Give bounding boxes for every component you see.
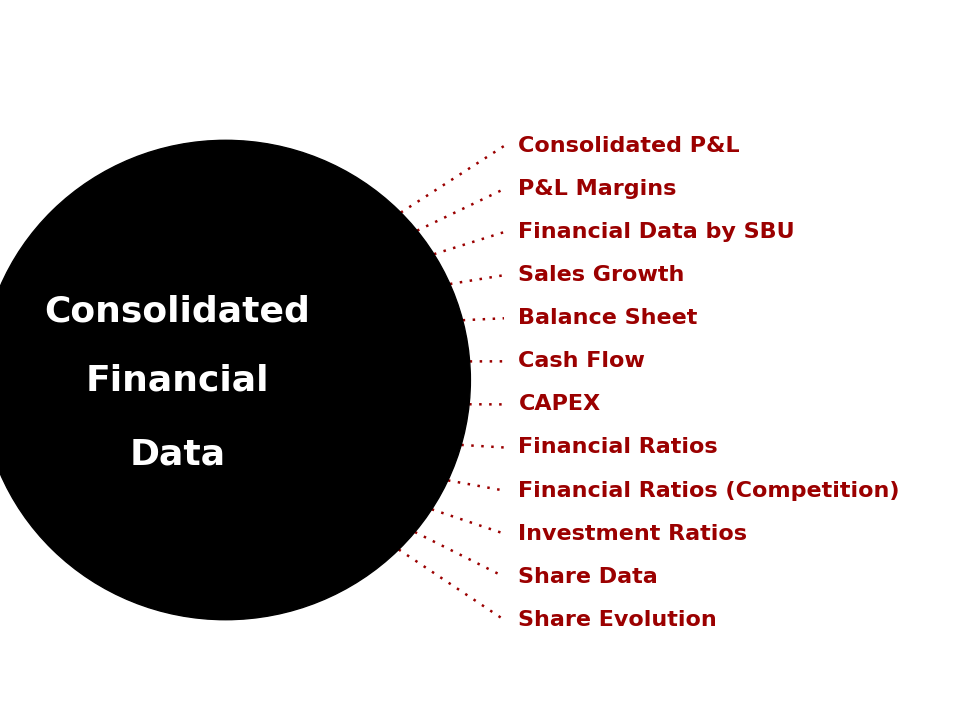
Ellipse shape bbox=[0, 141, 470, 619]
Text: Financial Ratios (Competition): Financial Ratios (Competition) bbox=[518, 480, 900, 500]
Text: Sales Growth: Sales Growth bbox=[518, 265, 684, 285]
Text: Financial Data by SBU: Financial Data by SBU bbox=[518, 222, 795, 242]
Text: Investment Ratios: Investment Ratios bbox=[518, 523, 748, 543]
Text: Consolidated P&L: Consolidated P&L bbox=[518, 136, 740, 156]
Text: CAPEX: CAPEX bbox=[518, 394, 601, 414]
Text: Share Data: Share Data bbox=[518, 566, 659, 587]
Text: Consolidated: Consolidated bbox=[45, 295, 310, 328]
Text: Share Evolution: Share Evolution bbox=[518, 609, 717, 630]
Text: Balance Sheet: Balance Sheet bbox=[518, 308, 698, 328]
Text: Data: Data bbox=[130, 437, 226, 471]
Text: P&L Margins: P&L Margins bbox=[518, 179, 677, 199]
Text: Cash Flow: Cash Flow bbox=[518, 351, 645, 371]
Text: FASHION BOX – FINANCIAL DATA: FASHION BOX – FINANCIAL DATA bbox=[2, 22, 958, 73]
Text: Financial Ratios: Financial Ratios bbox=[518, 437, 718, 457]
Text: FASHION BOX ΕΛΛΑΣ Α.Ε.: FASHION BOX ΕΛΛΑΣ Α.Ε. bbox=[19, 684, 236, 698]
Text: 16: 16 bbox=[914, 682, 941, 701]
Text: Financial: Financial bbox=[85, 363, 270, 397]
